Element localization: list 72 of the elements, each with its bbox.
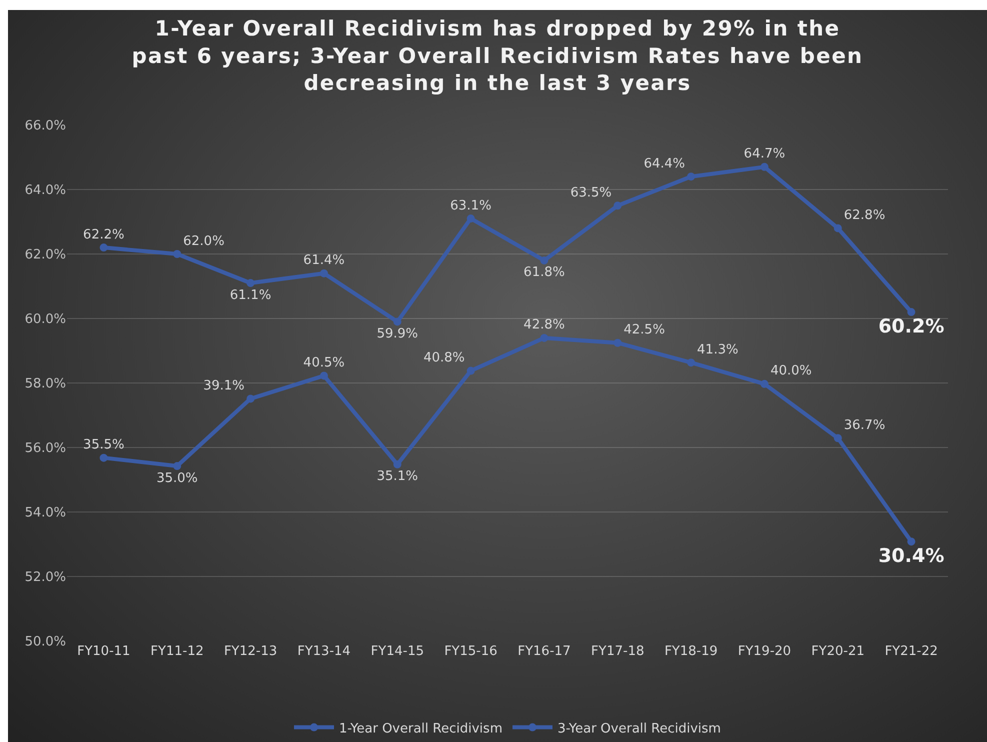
chart-title: 1-Year Overall Recidivism has dropped by 29% in the past 6 years; 3-Year Overall Recidivism Rates have been decreasing in the last 3 years	[132, 16, 864, 96]
point	[834, 434, 842, 442]
y-tick-label: 64.0%	[24, 183, 66, 198]
point	[687, 172, 696, 181]
data-label: 64.7%	[744, 146, 786, 162]
y-tick-label: 60.0%	[24, 312, 66, 328]
data-label: 62.2%	[83, 227, 124, 242]
point	[466, 366, 475, 375]
point	[466, 214, 475, 223]
data-label: 63.5%	[570, 185, 612, 200]
data-label: 35.1%	[376, 469, 418, 484]
x-tick-label: FY15-16	[444, 644, 498, 659]
point	[760, 380, 768, 388]
data-label: 62.0%	[183, 234, 224, 249]
data-label: 35.5%	[83, 438, 124, 453]
x-tick-label: FY16-17	[518, 644, 571, 659]
point	[687, 358, 696, 367]
point	[320, 372, 328, 380]
x-tick-label: FY11-12	[150, 644, 204, 659]
y-tick-label: 62.0%	[24, 248, 66, 263]
data-label: 40.8%	[423, 350, 465, 366]
point	[393, 318, 402, 326]
x-tick-label: FY12-13	[224, 644, 278, 659]
point	[540, 334, 548, 342]
point	[246, 394, 255, 403]
data-label: 63.1%	[450, 198, 492, 214]
point	[100, 244, 108, 252]
point	[173, 250, 182, 258]
point	[100, 454, 108, 462]
x-tick-label: FY18-19	[664, 644, 718, 659]
x-tick-label: FY21-22	[884, 644, 938, 659]
y-tick-label: 54.0%	[24, 506, 66, 521]
data-label: 42.5%	[624, 322, 665, 338]
x-tick-label: FY17-18	[591, 644, 644, 659]
data-label: 41.3%	[697, 342, 738, 358]
x-tick-label: FY20-21	[811, 644, 864, 659]
point	[320, 269, 328, 278]
x-tick-label: FY14-15	[370, 644, 424, 659]
data-label: 36.7%	[844, 418, 886, 433]
data-label: 40.0%	[770, 364, 812, 379]
point	[614, 202, 622, 210]
point	[834, 224, 842, 232]
point	[246, 279, 255, 288]
y-tick-label: 52.0%	[24, 570, 66, 586]
legend-label: 1-Year Overall Recidivism	[339, 721, 502, 736]
data-label: 61.4%	[303, 253, 345, 268]
point	[614, 338, 622, 347]
data-label: 59.9%	[376, 326, 418, 342]
y-tick-label: 56.0%	[24, 441, 66, 456]
x-tick-label: FY19-20	[738, 644, 792, 659]
data-label: 61.1%	[230, 288, 272, 303]
data-label: 42.8%	[524, 318, 565, 333]
data-label: 60.2%	[878, 315, 944, 338]
data-label: 62.8%	[844, 208, 886, 223]
point	[760, 162, 768, 171]
x-tick-label: FY10-11	[77, 644, 130, 659]
data-label: 39.1%	[203, 378, 245, 394]
data-label: 61.8%	[524, 265, 565, 280]
y-tick-label: 50.0%	[24, 634, 66, 650]
data-label: 40.5%	[303, 355, 345, 370]
data-label: 30.4%	[878, 544, 944, 567]
point	[393, 460, 402, 468]
data-label: 64.4%	[644, 156, 686, 172]
point	[173, 462, 182, 470]
data-label: 35.0%	[156, 470, 198, 486]
point	[540, 256, 548, 264]
point	[907, 538, 916, 546]
point	[907, 308, 916, 316]
y-tick-label: 58.0%	[24, 376, 66, 392]
legend-label: 3-Year Overall Recidivism	[557, 721, 721, 736]
x-tick-label: FY13-14	[297, 644, 351, 659]
y-tick-label: 66.0%	[24, 118, 66, 134]
